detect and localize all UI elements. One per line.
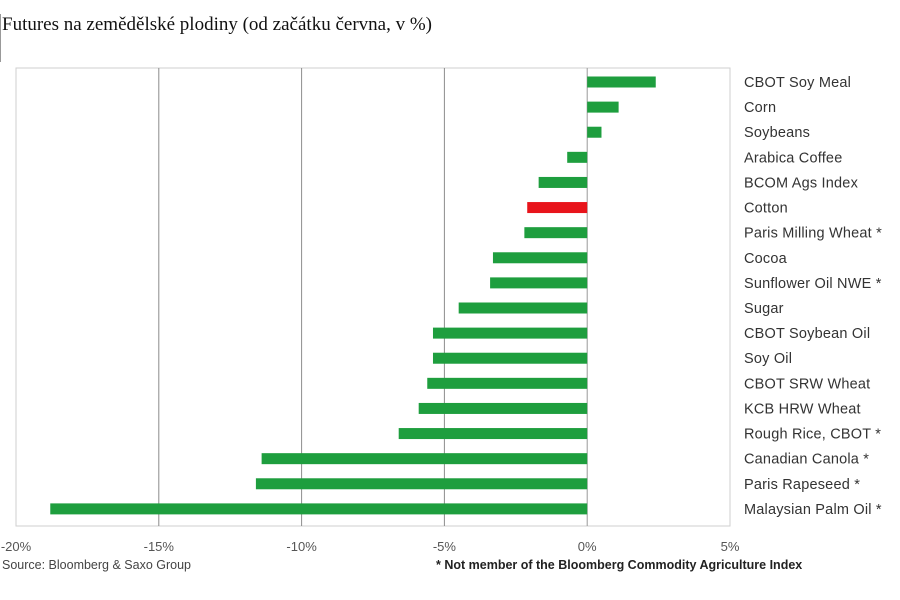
bar xyxy=(538,176,588,188)
x-tick-labels: -20% -15% -10% -5% 0% 5% xyxy=(1,539,740,554)
category-label: Corn xyxy=(744,100,776,116)
plot-frame xyxy=(15,67,731,527)
source-note: Source: Bloomberg & Saxo Group xyxy=(2,558,191,572)
title-accent-line xyxy=(0,14,1,62)
category-label: Rough Rice, CBOT * xyxy=(744,427,881,443)
x-tick-label: -5% xyxy=(433,539,457,554)
category-label: BCOM Ags Index xyxy=(744,175,859,191)
bars xyxy=(50,76,656,515)
x-tick-label: -10% xyxy=(286,539,317,554)
bar xyxy=(255,478,588,490)
category-label: Cocoa xyxy=(744,251,788,267)
footnote: * Not member of the Bloomberg Commodity … xyxy=(436,558,803,572)
x-tick-label: 5% xyxy=(721,539,740,554)
category-label: Soy Oil xyxy=(744,351,792,367)
category-label: Canadian Canola * xyxy=(744,452,869,468)
category-label: KCB HRW Wheat xyxy=(744,401,861,417)
bar xyxy=(524,227,588,239)
category-label: Arabica Coffee xyxy=(744,150,842,166)
x-tick-label: -15% xyxy=(144,539,175,554)
x-tick-label: -20% xyxy=(1,539,32,554)
bar xyxy=(490,277,588,289)
category-label: CBOT SRW Wheat xyxy=(744,376,870,392)
bar xyxy=(587,76,656,88)
bar xyxy=(432,352,588,364)
category-label: Malaysian Palm Oil * xyxy=(744,502,882,518)
bar xyxy=(492,252,588,264)
bar xyxy=(587,101,619,113)
bar xyxy=(418,402,588,414)
gridlines xyxy=(15,67,731,527)
bar xyxy=(458,302,588,314)
category-label: Paris Rapeseed * xyxy=(744,477,860,493)
category-label: Sunflower Oil NWE * xyxy=(744,276,882,292)
bar xyxy=(50,503,588,515)
category-label: Sugar xyxy=(744,301,784,317)
category-label: Soybeans xyxy=(744,125,810,141)
bar xyxy=(432,327,588,339)
category-label: CBOT Soy Meal xyxy=(744,75,851,91)
bar xyxy=(567,151,588,163)
category-label: Paris Milling Wheat * xyxy=(744,226,882,242)
category-label: Cotton xyxy=(744,201,788,217)
category-labels: CBOT Soy Meal Corn Soybeans Arabica Coffee B… xyxy=(744,75,882,518)
category-label: CBOT Soybean Oil xyxy=(744,326,870,342)
chart-title: Futures na zemědělské plodiny (od začátk… xyxy=(2,14,432,35)
bar xyxy=(427,377,588,389)
bar xyxy=(587,126,602,138)
bar xyxy=(527,202,588,214)
bar xyxy=(398,428,588,440)
x-tick-label: 0% xyxy=(578,539,597,554)
bar xyxy=(261,453,588,465)
